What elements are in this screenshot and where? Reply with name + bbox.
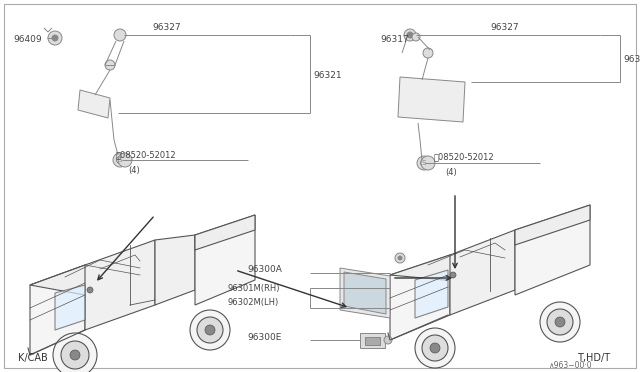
Circle shape — [547, 309, 573, 335]
Circle shape — [205, 325, 215, 335]
Circle shape — [407, 32, 413, 38]
Circle shape — [70, 350, 80, 360]
Text: K/CAB: K/CAB — [18, 353, 48, 363]
Polygon shape — [390, 255, 505, 280]
Polygon shape — [515, 205, 590, 295]
Circle shape — [48, 31, 62, 45]
Circle shape — [118, 153, 132, 167]
Circle shape — [190, 310, 230, 350]
Text: (4): (4) — [128, 166, 140, 174]
Text: 96300A: 96300A — [247, 266, 282, 275]
Circle shape — [105, 60, 115, 70]
Circle shape — [197, 317, 223, 343]
Circle shape — [113, 153, 127, 167]
Circle shape — [421, 156, 435, 170]
Text: 96301M(RH): 96301M(RH) — [228, 283, 280, 292]
Circle shape — [53, 333, 97, 372]
Polygon shape — [85, 240, 155, 330]
Circle shape — [384, 336, 392, 344]
Circle shape — [61, 341, 89, 369]
Polygon shape — [55, 285, 85, 330]
Text: S: S — [422, 160, 426, 166]
Text: T,HD/T: T,HD/T — [577, 353, 610, 363]
Polygon shape — [30, 265, 85, 355]
Circle shape — [423, 48, 433, 58]
Polygon shape — [450, 230, 515, 315]
Polygon shape — [30, 265, 140, 295]
Circle shape — [412, 33, 420, 41]
Polygon shape — [415, 270, 448, 318]
Circle shape — [555, 317, 565, 327]
Circle shape — [417, 156, 431, 170]
Bar — [365, 337, 380, 345]
Circle shape — [450, 272, 456, 278]
Circle shape — [420, 160, 428, 167]
Polygon shape — [340, 268, 390, 318]
Text: 96300E: 96300E — [247, 333, 282, 341]
Polygon shape — [515, 205, 590, 245]
Circle shape — [415, 328, 455, 368]
Polygon shape — [155, 235, 195, 305]
Circle shape — [52, 35, 58, 41]
Polygon shape — [78, 90, 110, 118]
Text: 96321: 96321 — [313, 71, 342, 80]
Text: Ⓢ08520-52012: Ⓢ08520-52012 — [116, 151, 177, 160]
Circle shape — [395, 253, 405, 263]
Text: 96302M(LH): 96302M(LH) — [228, 298, 279, 308]
Polygon shape — [390, 255, 450, 340]
Circle shape — [398, 256, 402, 260]
Circle shape — [404, 29, 416, 41]
Text: 96409: 96409 — [13, 35, 42, 45]
Circle shape — [114, 29, 126, 41]
Bar — [360, 333, 385, 348]
Text: Ⓢ08520-52012: Ⓢ08520-52012 — [434, 153, 495, 161]
Polygon shape — [195, 215, 255, 250]
Text: 96327: 96327 — [152, 22, 180, 32]
Polygon shape — [344, 272, 386, 314]
Circle shape — [540, 302, 580, 342]
Circle shape — [87, 287, 93, 293]
Polygon shape — [398, 77, 465, 122]
Polygon shape — [195, 215, 255, 305]
Text: 96321: 96321 — [623, 55, 640, 64]
Text: (4): (4) — [445, 167, 457, 176]
Text: ∧963−00·0: ∧963−00·0 — [548, 360, 591, 369]
Text: 96317: 96317 — [380, 35, 409, 45]
Text: S: S — [118, 157, 122, 163]
Text: 96327: 96327 — [490, 22, 518, 32]
Circle shape — [116, 157, 124, 164]
Circle shape — [430, 343, 440, 353]
Circle shape — [422, 335, 448, 361]
